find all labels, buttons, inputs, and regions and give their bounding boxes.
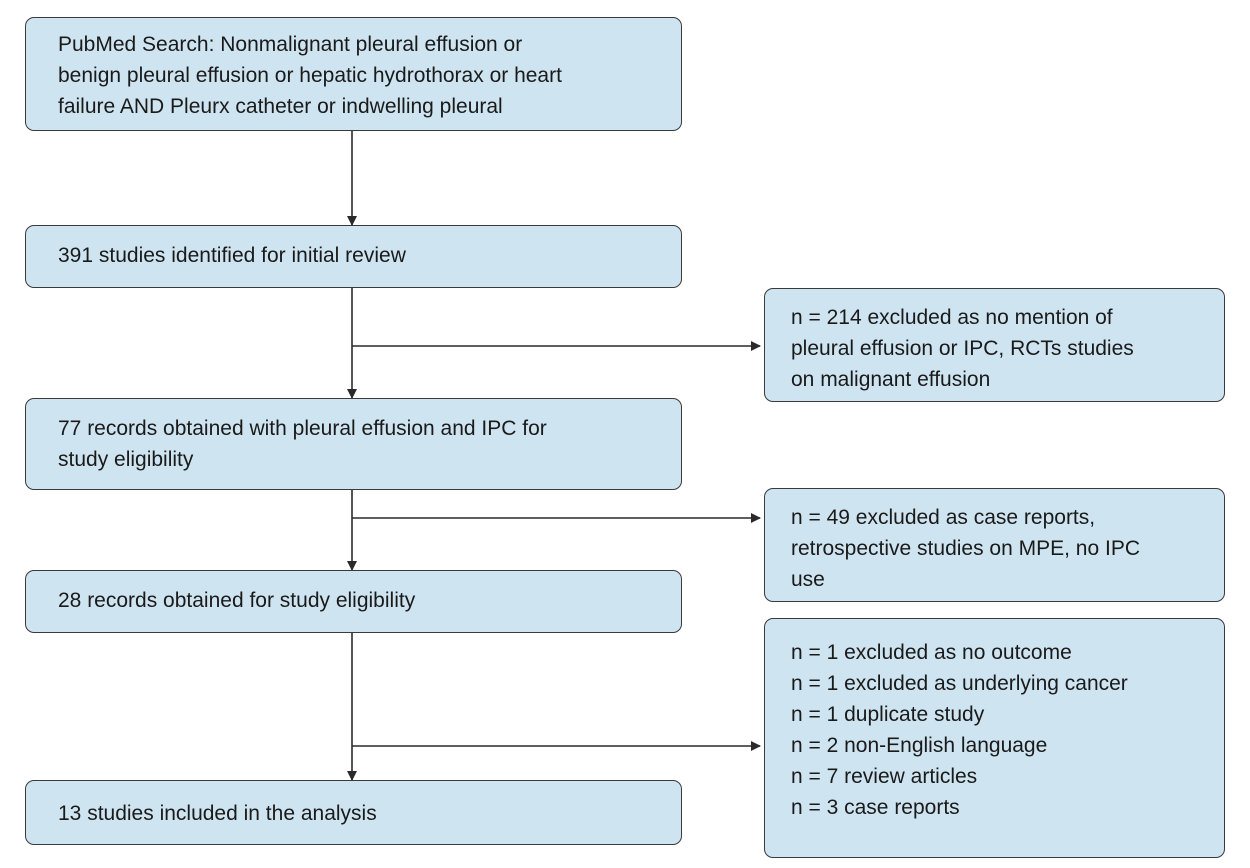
exclusion-second-line: n = 49 excluded as case reports, xyxy=(791,506,1096,529)
exclusion-third-line: n = 3 case reports xyxy=(791,796,960,819)
included-line: 13 studies included in the analysis xyxy=(58,802,377,825)
search-line: PubMed Search: Nonmalignant pleural effu… xyxy=(58,33,523,56)
records-ipc-line: study eligibility xyxy=(58,448,194,471)
records-ipc-box: 77 records obtained with pleural effusio… xyxy=(25,398,682,490)
identified-line: 391 studies identified for initial revie… xyxy=(58,244,406,267)
exclusion-second-line: retrospective studies on MPE, no IPC xyxy=(791,537,1140,560)
records-eligibility-box: 28 records obtained for study eligibilit… xyxy=(25,570,682,633)
exclusion-third-line: n = 1 excluded as no outcome xyxy=(791,641,1072,664)
identified-box: 391 studies identified for initial revie… xyxy=(25,225,682,288)
search-line: failure AND Pleurx catheter or indwellin… xyxy=(58,95,503,118)
included-box: 13 studies included in the analysis xyxy=(25,780,682,845)
exclusion-first-line: pleural effusion or IPC, RCTs studies xyxy=(791,337,1134,360)
exclusion-first-line: on malignant effusion xyxy=(791,368,991,391)
exclusion-first-line: n = 214 excluded as no mention of xyxy=(791,306,1113,329)
exclusion-box-first: n = 214 excluded as no mention of pleura… xyxy=(764,288,1225,402)
records-eligibility-line: 28 records obtained for study eligibilit… xyxy=(58,589,416,612)
exclusion-box-second: n = 49 excluded as case reports, retrosp… xyxy=(764,488,1225,602)
exclusion-second-line: use xyxy=(791,568,825,591)
search-line: benign pleural effusion or hepatic hydro… xyxy=(58,64,562,87)
exclusion-third-line: n = 1 duplicate study xyxy=(791,703,985,726)
exclusion-third-line: n = 7 review articles xyxy=(791,765,978,788)
exclusion-third-line: n = 2 non-English language xyxy=(791,734,1048,757)
exclusion-third-line: n = 1 excluded as underlying cancer xyxy=(791,672,1128,695)
records-ipc-line: 77 records obtained with pleural effusio… xyxy=(58,417,547,440)
search-box: PubMed Search: Nonmalignant pleural effu… xyxy=(25,17,682,131)
exclusion-box-third: n = 1 excluded as no outcome n = 1 exclu… xyxy=(764,618,1225,858)
